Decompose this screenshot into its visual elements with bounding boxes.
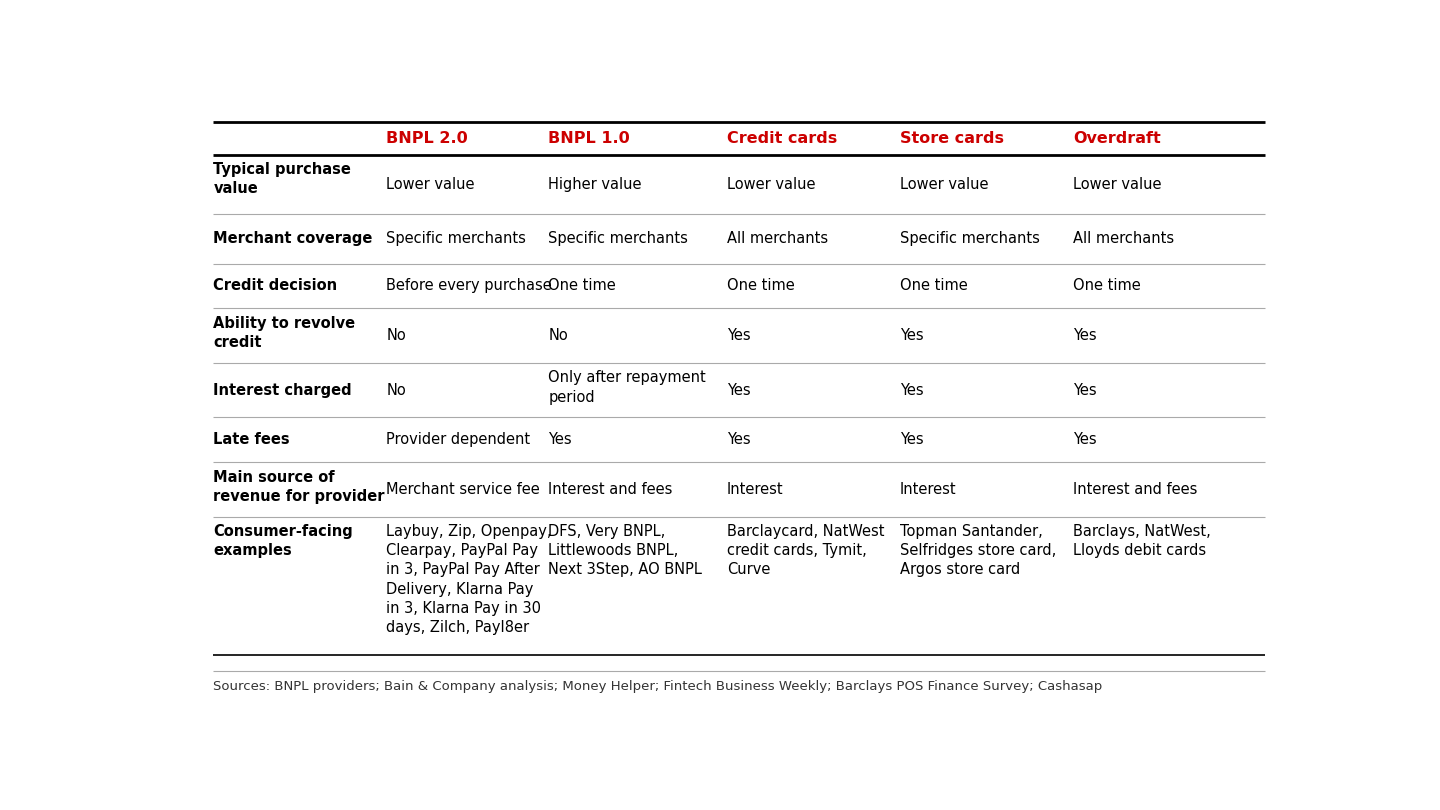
Text: DFS, Very BNPL,
Littlewoods BNPL,
Next 3Step, AO BNPL: DFS, Very BNPL, Littlewoods BNPL, Next 3… — [549, 524, 703, 578]
Text: Yes: Yes — [727, 382, 750, 398]
Text: One time: One time — [1073, 279, 1140, 293]
Text: Merchant coverage: Merchant coverage — [213, 232, 373, 246]
Text: Credit cards: Credit cards — [727, 131, 837, 146]
Text: Lower value: Lower value — [386, 177, 475, 192]
Text: Main source of
revenue for provider: Main source of revenue for provider — [213, 470, 384, 504]
Text: Before every purchase: Before every purchase — [386, 279, 552, 293]
Text: No: No — [386, 328, 406, 343]
Text: Yes: Yes — [727, 328, 750, 343]
Text: Store cards: Store cards — [900, 131, 1004, 146]
Text: Yes: Yes — [900, 433, 923, 447]
Text: Consumer-facing
examples: Consumer-facing examples — [213, 524, 353, 558]
Text: Yes: Yes — [549, 433, 572, 447]
Text: Credit decision: Credit decision — [213, 279, 337, 293]
Text: No: No — [549, 328, 567, 343]
Text: Yes: Yes — [1073, 328, 1096, 343]
Text: Typical purchase
value: Typical purchase value — [213, 162, 351, 196]
Text: One time: One time — [549, 279, 616, 293]
Text: Topman Santander,
Selfridges store card,
Argos store card: Topman Santander, Selfridges store card,… — [900, 524, 1056, 578]
Text: Specific merchants: Specific merchants — [900, 232, 1040, 246]
Text: Yes: Yes — [900, 328, 923, 343]
Text: BNPL 2.0: BNPL 2.0 — [386, 131, 468, 146]
Text: Merchant service fee: Merchant service fee — [386, 482, 540, 497]
Text: Yes: Yes — [1073, 433, 1096, 447]
Text: Overdraft: Overdraft — [1073, 131, 1161, 146]
Text: Provider dependent: Provider dependent — [386, 433, 530, 447]
Text: Late fees: Late fees — [213, 433, 289, 447]
Text: Higher value: Higher value — [549, 177, 642, 192]
Text: All merchants: All merchants — [1073, 232, 1174, 246]
Text: Interest charged: Interest charged — [213, 382, 353, 398]
Text: Lower value: Lower value — [1073, 177, 1161, 192]
Text: Yes: Yes — [1073, 382, 1096, 398]
Text: Lower value: Lower value — [900, 177, 988, 192]
Text: One time: One time — [727, 279, 795, 293]
Text: Ability to revolve
credit: Ability to revolve credit — [213, 316, 356, 350]
Text: Interest and fees: Interest and fees — [1073, 482, 1197, 497]
Text: Interest: Interest — [727, 482, 783, 497]
Text: Only after repayment
period: Only after repayment period — [549, 370, 706, 404]
Text: No: No — [386, 382, 406, 398]
Text: One time: One time — [900, 279, 968, 293]
Text: Interest and fees: Interest and fees — [549, 482, 672, 497]
Text: Barclaycard, NatWest
credit cards, Tymit,
Curve: Barclaycard, NatWest credit cards, Tymit… — [727, 524, 884, 578]
Text: Barclays, NatWest,
Lloyds debit cards: Barclays, NatWest, Lloyds debit cards — [1073, 524, 1211, 558]
Text: Yes: Yes — [900, 382, 923, 398]
Text: BNPL 1.0: BNPL 1.0 — [549, 131, 631, 146]
Text: Interest: Interest — [900, 482, 956, 497]
Text: Specific merchants: Specific merchants — [386, 232, 527, 246]
Text: Laybuy, Zip, Openpay,
Clearpay, PayPal Pay
in 3, PayPal Pay After
Delivery, Klar: Laybuy, Zip, Openpay, Clearpay, PayPal P… — [386, 524, 552, 635]
Text: Sources: BNPL providers; Bain & Company analysis; Money Helper; Fintech Business: Sources: BNPL providers; Bain & Company … — [213, 680, 1103, 693]
Text: All merchants: All merchants — [727, 232, 828, 246]
Text: Specific merchants: Specific merchants — [549, 232, 688, 246]
Text: Lower value: Lower value — [727, 177, 815, 192]
Text: Yes: Yes — [727, 433, 750, 447]
